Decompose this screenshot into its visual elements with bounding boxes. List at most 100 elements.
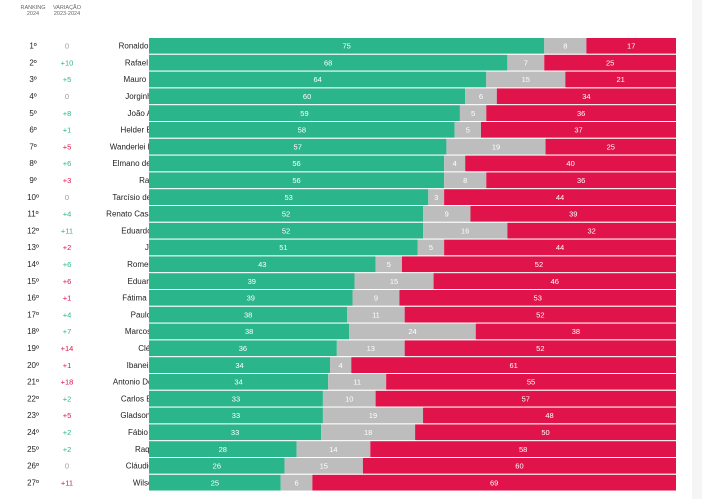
variation-label: +11	[61, 226, 73, 235]
variation-label: 0	[65, 42, 69, 51]
variation-label: +1	[63, 294, 72, 303]
bar-value-label: 36	[577, 109, 585, 118]
approve-bar	[149, 38, 545, 54]
approve-bar	[149, 323, 350, 340]
bar-value-label: 17	[627, 42, 635, 51]
disapprove-bar	[544, 54, 676, 71]
variation-label: +8	[63, 109, 72, 118]
variation-label: +18	[61, 378, 74, 387]
disapprove-bar	[386, 374, 676, 390]
bar-value-label: 5	[429, 243, 433, 252]
neutral-bar	[329, 357, 352, 373]
variation-label: +3	[63, 176, 72, 185]
bar-value-label: 7	[524, 58, 528, 67]
neutral-bar	[465, 88, 497, 105]
neutral-bar	[507, 54, 545, 71]
neutral-bar	[417, 239, 445, 256]
bar-value-label: 4	[453, 159, 457, 168]
approve-bar	[149, 172, 445, 189]
disapprove-bar	[401, 256, 676, 273]
variation-label: +11	[61, 478, 73, 487]
variation-label: +4	[63, 210, 72, 219]
neutral-bar	[352, 290, 400, 306]
bar-value-label: 46	[551, 277, 559, 286]
bar-value-label: 64	[313, 75, 321, 84]
bar-value-label: 52	[535, 260, 543, 269]
rank-label: 21º	[27, 378, 39, 387]
rank-label: 16º	[27, 294, 39, 303]
disapprove-bar	[565, 71, 676, 88]
variation-label: +1	[63, 126, 72, 135]
rank-label: 23º	[27, 411, 39, 420]
approve-bar	[149, 273, 355, 289]
bar-value-label: 40	[566, 159, 574, 168]
variation-label: +2	[63, 243, 72, 252]
bar-value-label: 56	[292, 159, 300, 168]
neutral-bar	[322, 407, 424, 424]
bar-value-label: 37	[574, 126, 582, 135]
bar-value-label: 53	[534, 294, 542, 303]
rank-label: 6º	[29, 126, 36, 135]
bar-value-label: 3	[434, 193, 438, 202]
bar-value-label: 75	[342, 42, 350, 51]
bar-value-label: 68	[324, 58, 332, 67]
disapprove-bar	[444, 189, 676, 205]
bar-value-label: 59	[300, 109, 308, 118]
neutral-bar	[280, 474, 313, 491]
disapprove-bar	[545, 138, 676, 155]
disapprove-bar	[433, 273, 676, 289]
neutral-bar	[486, 71, 566, 88]
variation-label: +6	[63, 277, 72, 286]
bar-value-label: 13	[367, 344, 375, 353]
bar-value-label: 19	[369, 411, 377, 420]
variation-label: +4	[63, 310, 72, 319]
variation-label: +2	[63, 428, 72, 437]
disapprove-bar	[444, 239, 676, 256]
bar-value-label: 58	[519, 445, 527, 454]
neutral-bar	[347, 306, 405, 323]
bar-value-label: 6	[294, 478, 298, 487]
variation-label: +2	[63, 394, 72, 403]
bar-value-label: 60	[303, 92, 311, 101]
bar-value-label: 25	[606, 58, 614, 67]
neutral-bar	[354, 273, 434, 289]
disapprove-bar	[465, 155, 676, 172]
bar-value-label: 56	[292, 176, 300, 185]
page-edge	[692, 0, 702, 499]
approve-bar	[149, 256, 376, 273]
variation-label: +2	[63, 445, 72, 454]
approve-bar	[149, 357, 330, 373]
rank-label: 7º	[29, 142, 36, 151]
header-variation: VARIAÇÃO 2023-2024	[53, 4, 82, 17]
bar-value-label: 15	[320, 462, 328, 471]
approve-bar	[149, 71, 487, 88]
bar-value-label: 38	[572, 327, 580, 336]
bar-value-label: 43	[258, 260, 266, 269]
neutral-bar	[446, 138, 546, 155]
rank-label: 9º	[29, 176, 36, 185]
bar-value-label: 11	[372, 310, 380, 319]
approve-bar	[149, 340, 337, 357]
approve-bar	[149, 105, 460, 121]
neutral-bar	[336, 340, 405, 357]
disapprove-bar	[586, 38, 676, 54]
disapprove-bar	[423, 407, 676, 424]
rank-label: 27º	[27, 478, 39, 487]
rank-label: 26º	[27, 462, 39, 471]
bar-value-label: 57	[522, 394, 530, 403]
approve-bar	[149, 458, 285, 474]
rank-label: 19º	[27, 344, 39, 353]
bar-value-label: 44	[556, 243, 564, 252]
variation-label: +14	[61, 344, 74, 353]
